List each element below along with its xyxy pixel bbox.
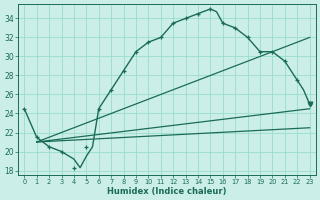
X-axis label: Humidex (Indice chaleur): Humidex (Indice chaleur) xyxy=(107,187,227,196)
